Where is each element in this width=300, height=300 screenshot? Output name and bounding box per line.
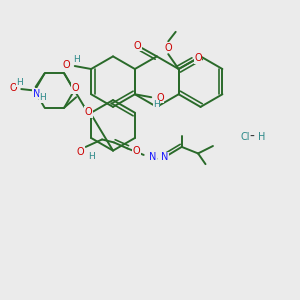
Text: O: O (85, 107, 92, 117)
Text: -: - (249, 130, 254, 144)
Text: O: O (62, 60, 70, 70)
Text: O: O (164, 43, 172, 52)
Text: O: O (134, 41, 141, 51)
Text: N: N (161, 152, 168, 162)
Text: H: H (88, 152, 95, 161)
Text: N: N (149, 152, 156, 162)
Text: Cl: Cl (241, 132, 250, 142)
Text: H: H (73, 55, 80, 64)
Text: H: H (258, 132, 265, 142)
Text: O: O (194, 53, 202, 63)
Text: O: O (132, 146, 140, 156)
Text: O: O (76, 147, 84, 157)
Text: O: O (9, 83, 17, 94)
Text: O: O (72, 83, 80, 93)
Text: H: H (39, 93, 46, 102)
Text: O: O (156, 93, 164, 103)
Text: H: H (153, 100, 160, 109)
Text: H: H (16, 78, 22, 87)
Text: N: N (32, 89, 40, 99)
